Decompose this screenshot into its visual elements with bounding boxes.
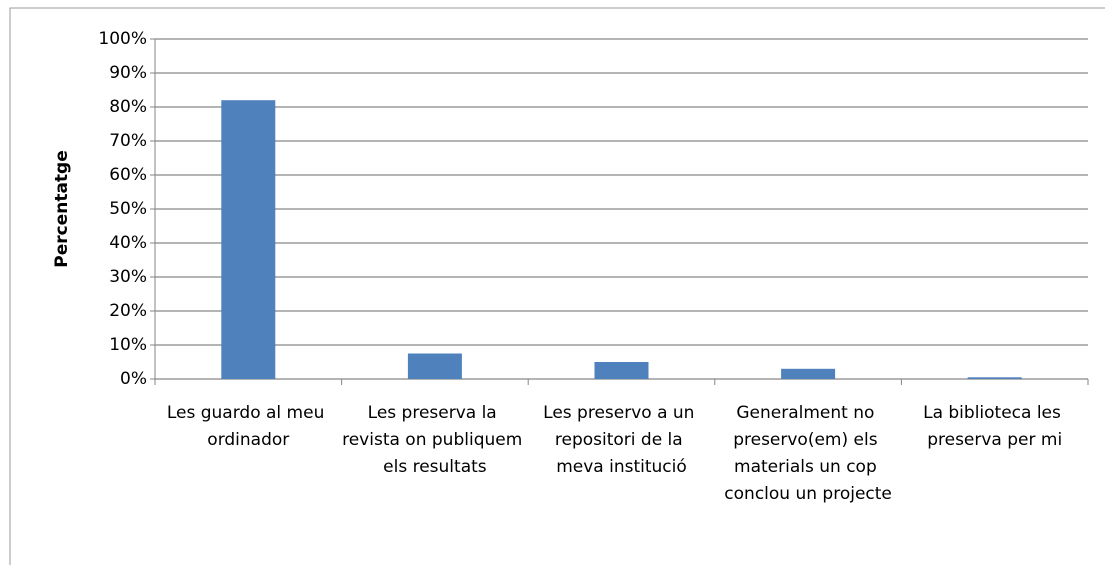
y-tick-label: 0% — [120, 369, 147, 389]
x-tick-label: Generalment no preservo(em) els material… — [724, 403, 892, 504]
y-tick-label: 20% — [109, 301, 147, 321]
y-tick-label: 80% — [109, 97, 147, 117]
chart-frame — [9, 7, 1105, 565]
bar — [407, 353, 462, 379]
y-tick-label: 100% — [98, 29, 147, 49]
y-tick-label: 60% — [109, 165, 147, 185]
x-tick-label: Les preservo a un repositori de la meva … — [543, 403, 700, 477]
x-tick-label: Les guardo al meu ordinador — [167, 403, 330, 450]
y-tick-label: 40% — [109, 233, 147, 253]
bar — [594, 362, 649, 379]
x-tick-label: Les preserva la revista on publiquem els… — [342, 403, 528, 477]
x-tick-label: La biblioteca les preserva per mi — [923, 403, 1066, 450]
y-tick-label: 90% — [109, 63, 147, 83]
bar — [221, 100, 276, 379]
y-tick-label: 50% — [109, 199, 147, 219]
bar — [967, 377, 1022, 379]
y-tick-label: 30% — [109, 267, 147, 287]
bar — [781, 368, 836, 379]
y-tick-label: 10% — [109, 335, 147, 355]
y-tick-label: 70% — [109, 131, 147, 151]
y-axis-label: Percentatge — [52, 150, 72, 268]
